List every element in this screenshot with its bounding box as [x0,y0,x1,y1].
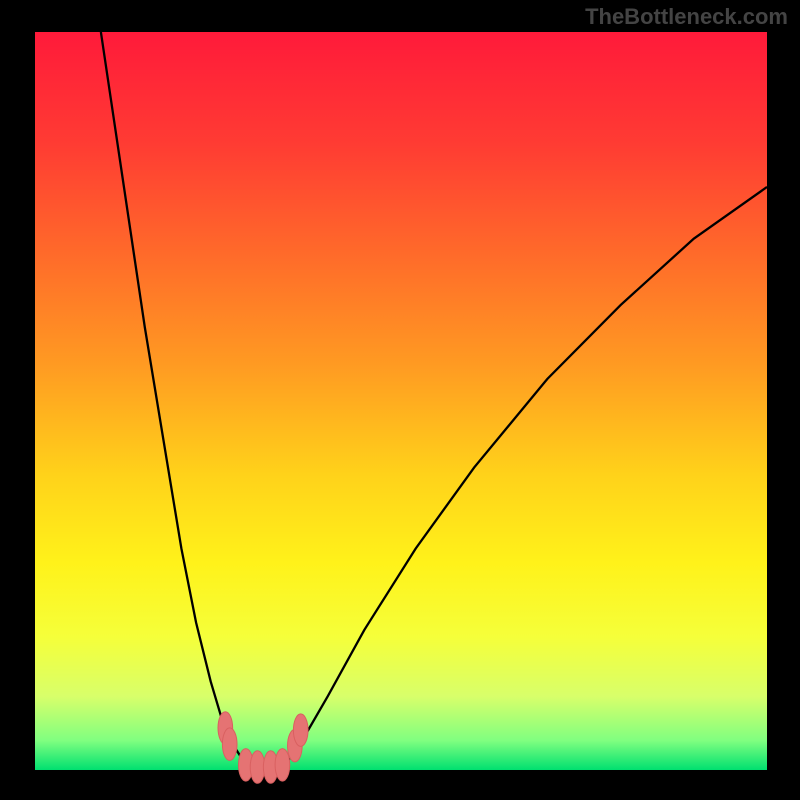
marker-group [218,712,308,784]
bottleneck-chart [35,32,767,770]
watermark-text: TheBottleneck.com [585,4,788,30]
marker-point [250,751,265,783]
marker-point [293,714,308,746]
bottleneck-curve-right [277,187,767,769]
curve-overlay [35,32,767,770]
marker-point [275,749,290,781]
marker-point [222,728,237,760]
bottleneck-curve-left [101,32,255,769]
